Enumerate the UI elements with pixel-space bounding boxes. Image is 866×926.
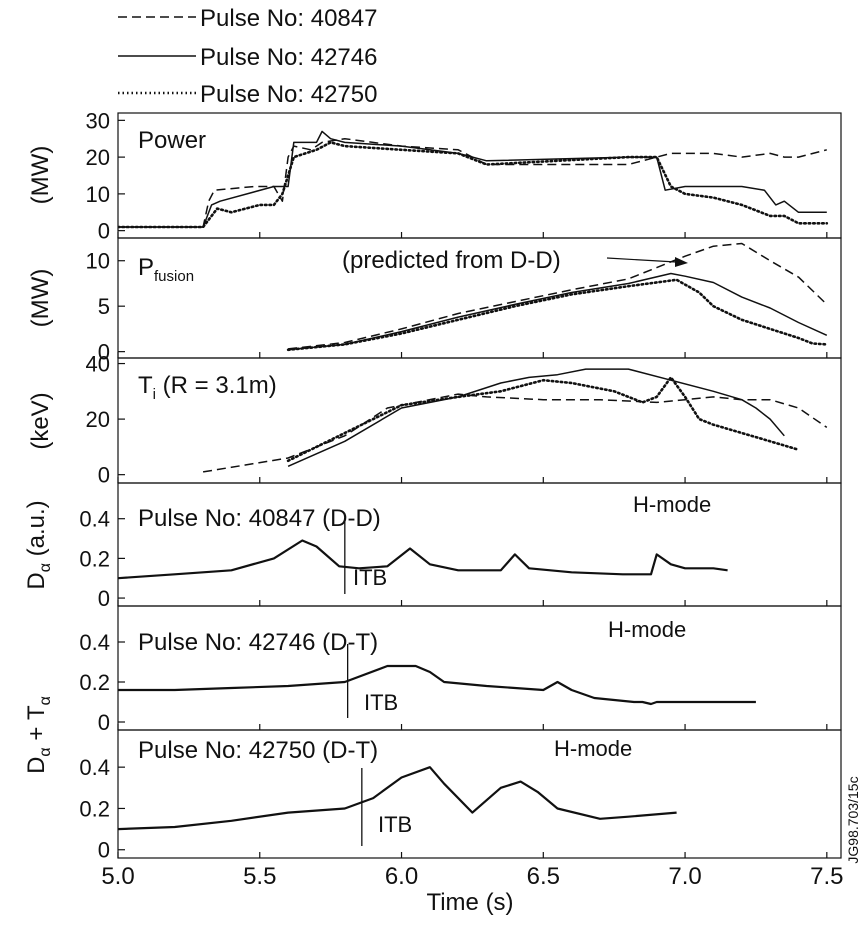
series-dashed-ti: [202, 393, 828, 473]
legend: Pulse No: 40847 Pulse No: 42746 Pulse No…: [118, 5, 377, 108]
ti-label-tail: (R = 3.1m): [156, 372, 277, 399]
xtick-label: 7.0: [668, 863, 701, 890]
ytick-label: 0.2: [79, 546, 110, 571]
ylabel-shared-sub2: α: [37, 696, 54, 705]
ytick-label: 0: [98, 463, 110, 488]
ytick-label: 10: [86, 182, 110, 207]
panel-label-pfusion: Pfusion: [138, 254, 194, 285]
ylabel-shared-sub: α: [37, 747, 54, 756]
panel-series-ti: [202, 368, 828, 473]
series-dashed-power: [118, 137, 827, 228]
panel-label-dalpha-42750: Pulse No: 42750 (D-T): [138, 737, 378, 764]
panel-frame-dalpha-42746: [117, 605, 842, 731]
ylabel-dalpha-40847: Dα (a.u.): [23, 500, 54, 589]
xlabel: Time (s): [426, 889, 513, 916]
panel-label-dalpha-40847: Pulse No: 40847 (D-D): [138, 505, 381, 532]
xtick-label: 6.0: [385, 863, 418, 890]
ylabel-power: (MW): [27, 146, 54, 205]
ylabel-ti: (keV): [27, 392, 54, 449]
annotation-predicted: (predicted from D-D): [342, 247, 561, 274]
hmode-label-42746: H-mode: [608, 617, 686, 642]
xtick-label: 7.5: [810, 863, 843, 890]
panel-frame-power: [117, 112, 842, 239]
legend-label-dashed: Pulse No: 40847: [200, 5, 377, 32]
series-solid-dalpha-42750: [118, 766, 677, 831]
panel-label-power: Power: [138, 127, 206, 154]
ytick-label: 0: [98, 586, 110, 611]
panel-series-dalpha-42750: [118, 766, 677, 831]
ylabel-dalpha-main: D: [23, 572, 50, 589]
ylabel-dalpha-sub: α: [37, 563, 54, 572]
annotation-arrow: [606, 257, 688, 267]
ylabel-pfusion: (MW): [27, 269, 54, 328]
panel-series-pfusion: [286, 242, 829, 352]
series-dotted-pfusion: [286, 278, 829, 352]
pfusion-label-sub: fusion: [154, 268, 194, 285]
ytick-label: 0.2: [79, 796, 110, 821]
ytick-label: 20: [86, 145, 110, 170]
ytick-label: 40: [86, 352, 110, 377]
ytick-label: 30: [86, 108, 110, 133]
series-solid-ti: [287, 368, 785, 467]
panel-series-dalpha-40847: [118, 539, 728, 580]
markers-layer: [344, 521, 363, 846]
hmode-label-40847: H-mode: [633, 492, 711, 517]
series-solid-dalpha-40847: [118, 539, 728, 580]
series-solid-dalpha-42746: [118, 664, 756, 706]
ytick-label: 0: [98, 710, 110, 735]
panel-frame-dalpha-40847: [117, 482, 842, 607]
itb-label-42750: ITB: [378, 812, 412, 837]
ticks-layer: 010203005100204000.20.400.20.400.20.45.0…: [79, 108, 843, 890]
ytick-label: 20: [86, 407, 110, 432]
ti-label-main: T: [138, 372, 153, 399]
ytick-label: 0: [98, 838, 110, 863]
xtick-label: 5.0: [101, 863, 134, 890]
ytick-label: 0.4: [79, 507, 110, 532]
ti-label-sub: i: [153, 386, 156, 403]
ylabel-shared-mid: + T: [23, 705, 50, 747]
ytick-label: 0.4: [79, 630, 110, 655]
itb-label-42746: ITB: [364, 690, 398, 715]
ytick-label: 5: [98, 294, 110, 319]
series-layer: [118, 130, 829, 831]
series-dashed-pfusion: [288, 242, 828, 350]
ylabel-dalpha-tail: (a.u.): [23, 500, 50, 563]
legend-label-solid: Pulse No: 42746: [200, 44, 377, 71]
ytick-label: 0.4: [79, 755, 110, 780]
series-dotted-ti: [286, 376, 800, 463]
ylabel-shared: Dα + Tα: [23, 696, 54, 774]
side-label: JG98.703/15c: [845, 776, 861, 863]
panel-series-power: [118, 130, 829, 229]
series-dotted-power: [118, 141, 829, 229]
xtick-label: 6.5: [527, 863, 560, 890]
panel-series-dalpha-42746: [118, 664, 756, 706]
panel-frames: [117, 112, 842, 859]
ytick-label: 0: [98, 219, 110, 244]
xtick-label: 5.5: [243, 863, 276, 890]
series-solid-pfusion: [288, 272, 828, 351]
ylabel-shared-main: D: [23, 757, 50, 774]
panel-label-ti: Ti (R = 3.1m): [138, 372, 277, 403]
panel-frame-dalpha-42750: [117, 729, 842, 859]
ytick-label: 10: [86, 249, 110, 274]
pfusion-label-main: P: [138, 254, 154, 281]
ytick-label: 0.2: [79, 670, 110, 695]
legend-label-dotted: Pulse No: 42750: [200, 81, 377, 108]
panel-label-dalpha-42746: Pulse No: 42746 (D-T): [138, 629, 378, 656]
ytick-label: 0: [98, 340, 110, 365]
series-solid-power: [118, 130, 827, 228]
hmode-label-42750: H-mode: [554, 736, 632, 761]
